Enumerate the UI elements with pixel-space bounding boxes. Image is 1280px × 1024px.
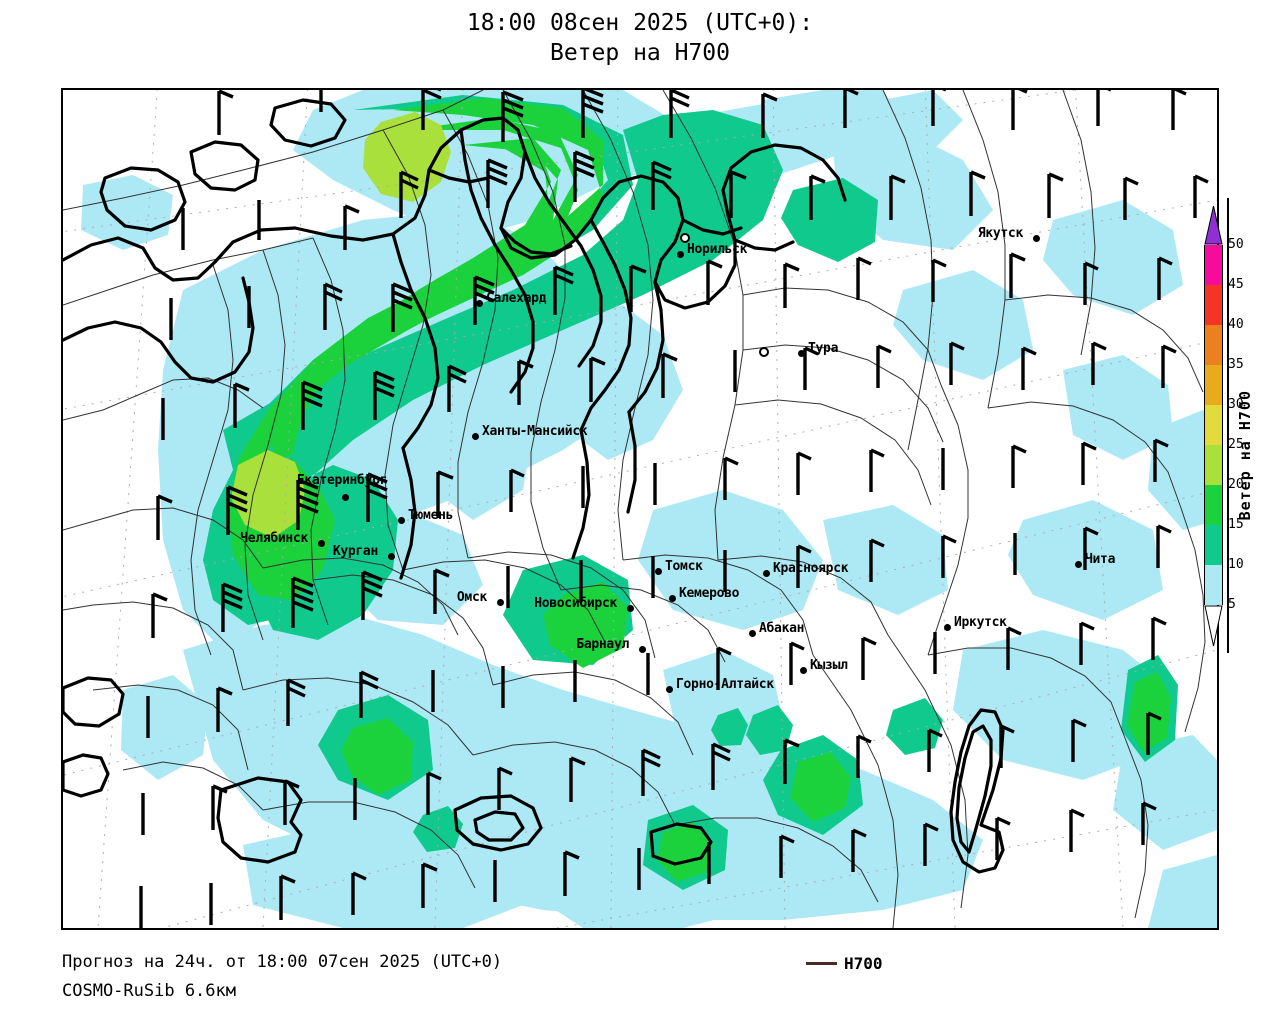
- footer: Прогноз на 24ч. от 18:00 07сен 2025 (UTC…: [62, 948, 1242, 1006]
- city-label: Якутск: [977, 226, 1023, 241]
- city-dot-icon: [800, 667, 807, 674]
- colorbar-seg-35-40: [1204, 325, 1223, 365]
- colorbar-seg-20-25: [1204, 445, 1223, 485]
- colorbar-tick-45: 45: [1228, 277, 1244, 292]
- colorbar-seg-25-30: [1204, 405, 1223, 445]
- city-dot-icon: [639, 646, 646, 653]
- city-dot-icon: [749, 630, 756, 637]
- city-dot-icon: [680, 233, 690, 243]
- colorbar-tick-50: 50: [1228, 237, 1244, 252]
- city-dot-icon: [497, 599, 504, 606]
- city-label: Тюмень: [408, 508, 454, 523]
- city-label: Курган: [332, 544, 378, 559]
- city-dot-icon: [677, 251, 684, 258]
- city-label: Екатеринбург: [296, 473, 388, 488]
- city-dot-icon: [655, 568, 662, 575]
- colorbar-tick-40: 40: [1228, 317, 1244, 332]
- city-label: Барнаул: [576, 637, 629, 652]
- city-label: Чита: [1085, 552, 1116, 567]
- city-label: Челябинск: [240, 531, 308, 546]
- colorbar-seg-45-50: [1204, 245, 1223, 285]
- legend-h700: H700: [806, 954, 883, 973]
- city-dot-icon: [318, 540, 325, 547]
- city-label: Томск: [665, 559, 703, 574]
- city-label: Красноярск: [773, 561, 849, 576]
- colorbar-seg-30-35: [1204, 365, 1223, 405]
- colorbar-seg-40-45: [1204, 285, 1223, 325]
- colorbar-axis-line: [1227, 198, 1229, 653]
- colorbar-under-arrow: [1204, 605, 1223, 647]
- city-label: Норильск: [687, 242, 748, 257]
- colorbar-seg-15-20: [1204, 485, 1223, 525]
- city-label: Новосибирск: [534, 596, 617, 611]
- city-dot-icon: [666, 686, 673, 693]
- city-dot-icon: [798, 350, 805, 357]
- city-label: Иркутск: [954, 615, 1007, 630]
- page-title: 18:00 08сен 2025 (UTC+0): Ветер на H700: [0, 8, 1280, 68]
- city-dot-icon: [759, 347, 769, 357]
- colorbar-seg-5-10: [1204, 565, 1223, 605]
- colorbar-tick-5: 5: [1228, 597, 1236, 612]
- city-label: Горно-Алтайск: [676, 677, 774, 692]
- colorbar-seg-10-15: [1204, 525, 1223, 565]
- colorbar-tick-20: 20: [1228, 477, 1244, 492]
- colorbar-tick-35: 35: [1228, 357, 1244, 372]
- colorbar-title: Ветер на H700: [1236, 390, 1254, 521]
- legend-line-swatch-icon: [806, 962, 837, 965]
- legend-h700-label: H700: [844, 954, 883, 973]
- city-dot-icon: [1033, 235, 1040, 242]
- city-label: Омск: [456, 590, 487, 605]
- city-label: Тура: [808, 341, 839, 356]
- city-label: Абакан: [759, 621, 805, 636]
- city-dot-icon: [944, 624, 951, 631]
- title-line-variable: Ветер на H700: [549, 40, 730, 66]
- city-dot-icon: [388, 553, 395, 560]
- city-dot-icon: [627, 605, 634, 612]
- colorbar-tick-30: 30: [1228, 397, 1244, 412]
- city-dot-icon: [472, 433, 479, 440]
- title-line-datetime: 18:00 08сен 2025 (UTC+0):: [466, 10, 814, 36]
- city-label: Кемерово: [679, 586, 740, 601]
- weather-map[interactable]: Якутск Норильск Салехард Тура Ханты-Мансийск…: [61, 88, 1219, 930]
- city-dot-icon: [342, 494, 349, 501]
- city-dot-icon: [398, 517, 405, 524]
- footer-model-text: COSMO-RuSib 6.6км: [62, 981, 236, 1001]
- colorbar[interactable]: 50 45 40 35 30 25 20 15 10 5: [1204, 205, 1244, 647]
- colorbar-tick-25: 25: [1228, 437, 1244, 452]
- coastline: [63, 98, 1005, 874]
- city-label: Ханты-Мансийск: [482, 424, 588, 439]
- map-canvas: [63, 90, 1217, 928]
- graticule: [63, 90, 1217, 928]
- city-dot-icon: [763, 570, 770, 577]
- colorbar-tick-15: 15: [1228, 517, 1244, 532]
- city-dot-icon: [1075, 561, 1082, 568]
- city-dot-icon: [476, 300, 483, 307]
- colorbar-tick-10: 10: [1228, 557, 1244, 572]
- footer-forecast-text: Прогноз на 24ч. от 18:00 07сен 2025 (UTC…: [62, 952, 503, 972]
- city-label: Салехард: [486, 291, 547, 306]
- city-dot-icon: [669, 595, 676, 602]
- colorbar-over-arrow: [1204, 205, 1223, 245]
- city-label: Кызыл: [810, 658, 848, 673]
- wind-barbs: [139, 90, 1209, 928]
